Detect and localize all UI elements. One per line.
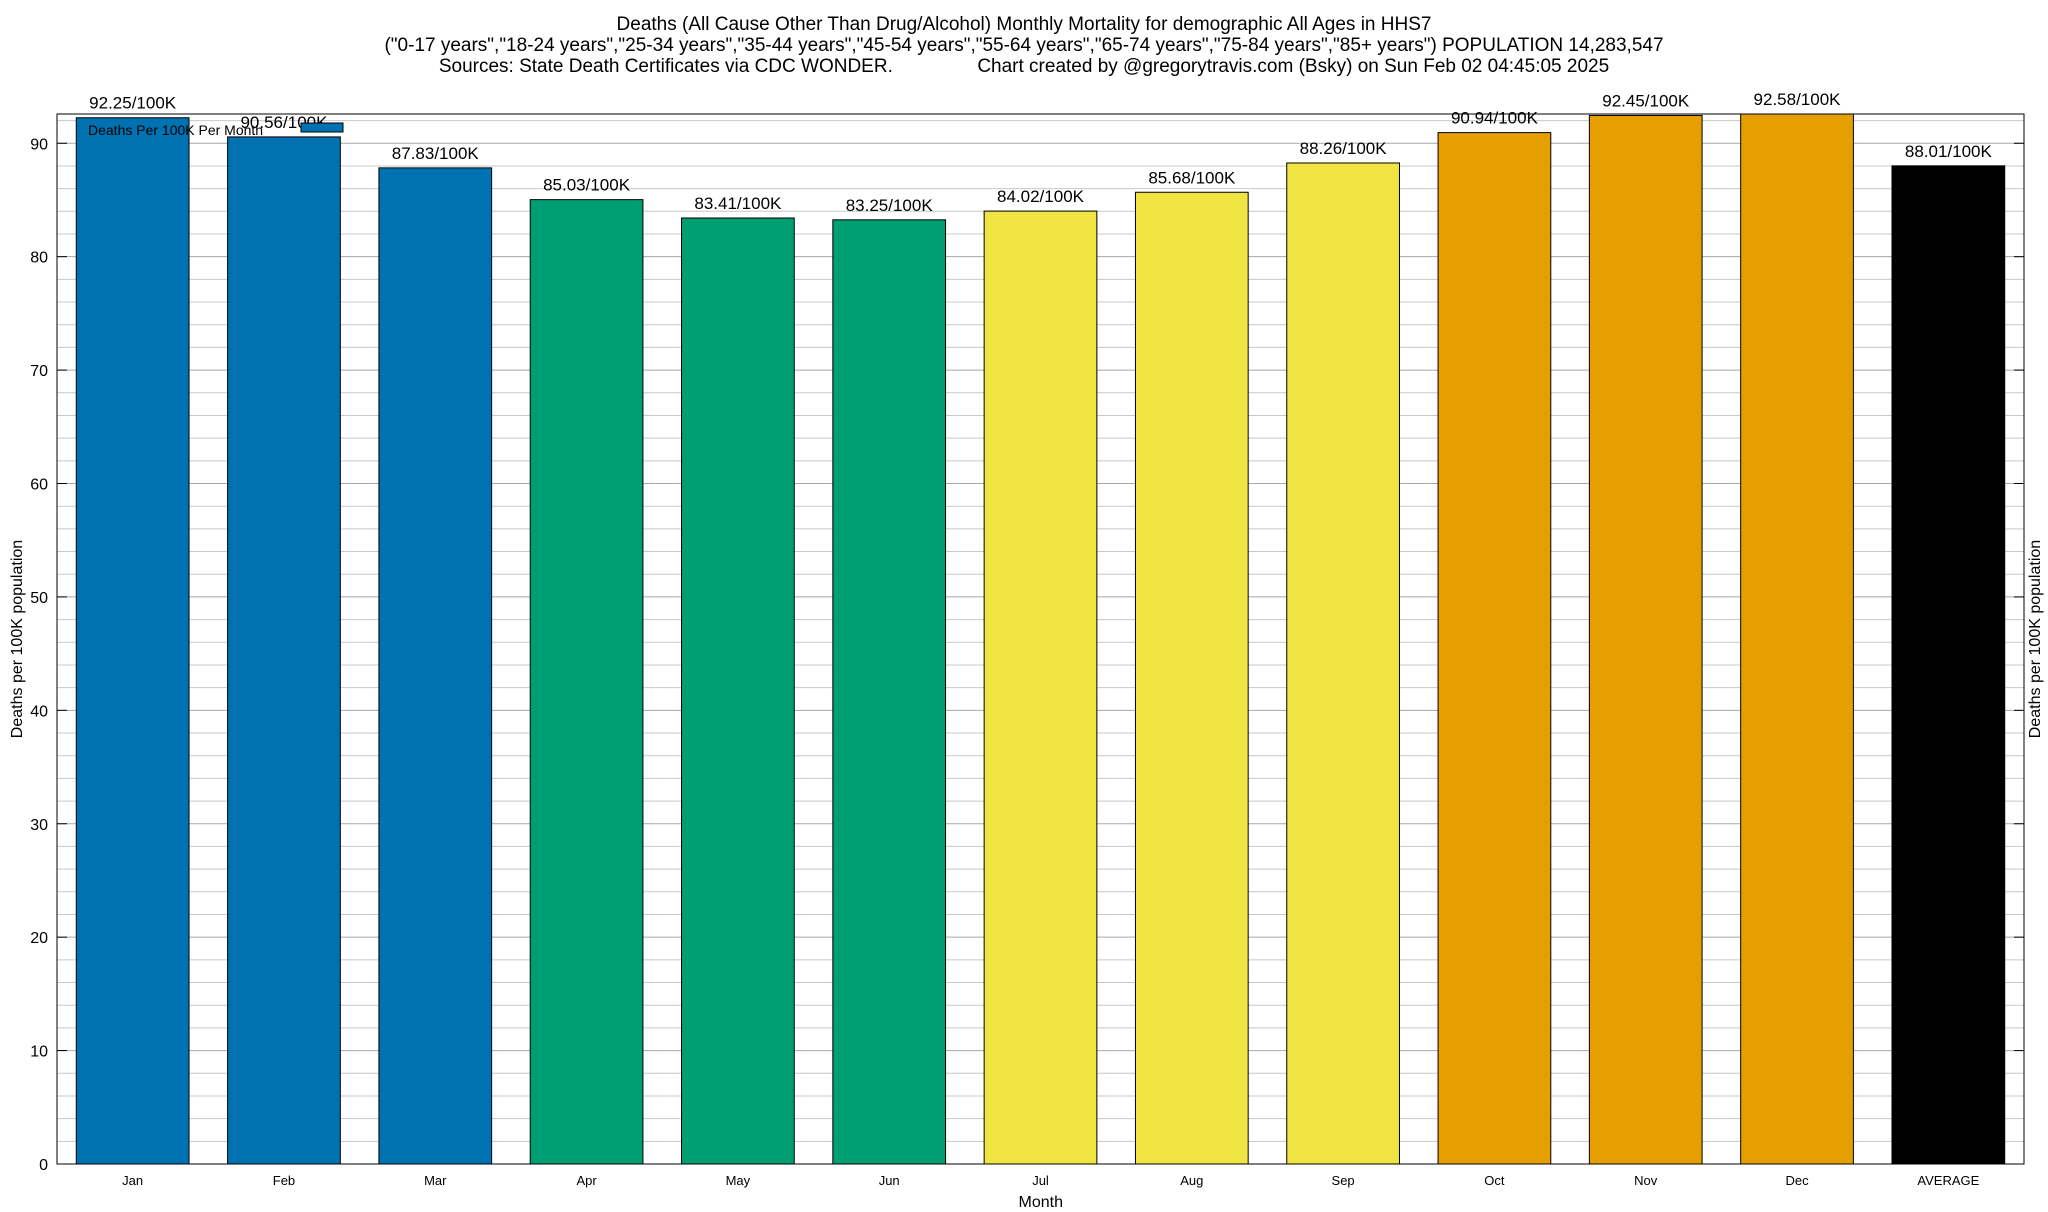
y-tick-label: 40	[30, 703, 48, 720]
bar-jan	[75, 117, 190, 1165]
y-tick-label: 80	[30, 250, 48, 267]
x-tick-label: May	[726, 1173, 751, 1188]
y-tick-label: 20	[30, 930, 48, 947]
data-label: 85.03/100K	[543, 176, 631, 195]
bar-apr	[529, 199, 644, 1165]
data-label: 83.41/100K	[694, 194, 782, 213]
bar-may	[681, 217, 795, 1165]
data-label: 85.68/100K	[1148, 168, 1236, 187]
y-tick-label: 90	[30, 136, 48, 153]
x-tick-label: Aug	[1180, 1173, 1203, 1188]
data-label: 84.02/100K	[997, 187, 1085, 206]
bar-average	[1891, 165, 2006, 1165]
bar-nov	[1588, 114, 1703, 1165]
chart-title: Deaths (All Cause Other Than Drug/Alcoho…	[0, 14, 2048, 77]
y-tick-label: 60	[30, 477, 48, 494]
bar-jul	[983, 210, 1098, 1165]
data-label: 88.01/100K	[1905, 142, 1993, 161]
x-tick-label: Oct	[1484, 1173, 1505, 1188]
bar-mar	[378, 167, 493, 1165]
bar-sep	[1286, 162, 1400, 1165]
legend: Deaths Per 100K Per Month	[88, 122, 344, 138]
plot-border	[56, 113, 2025, 1165]
bar-aug	[1134, 191, 1249, 1165]
x-tick-label: Jun	[879, 1173, 900, 1188]
bar-feb	[227, 136, 341, 1165]
y-tick-label: 70	[30, 363, 48, 380]
data-label: 92.58/100K	[1754, 90, 1842, 109]
data-label: 88.26/100K	[1300, 139, 1388, 158]
title-line-1: Deaths (All Cause Other Than Drug/Alcoho…	[616, 14, 1432, 35]
x-tick-label: Jul	[1032, 1173, 1049, 1188]
x-tick-label: AVERAGE	[1917, 1173, 1979, 1188]
bar-jun	[832, 219, 947, 1165]
data-label: 90.94/100K	[1451, 109, 1539, 128]
y-tick-label: 0	[39, 1157, 48, 1174]
y2-axis-label: Deaths per 100K population	[2027, 539, 2045, 739]
y-tick-label: 50	[30, 590, 48, 607]
data-label: 83.25/100K	[846, 196, 934, 215]
data-label: 87.83/100K	[392, 144, 480, 163]
data-label: 92.25/100K	[89, 94, 177, 113]
x-tick-label: Mar	[424, 1173, 447, 1188]
x-tick-label: Apr	[576, 1173, 597, 1188]
data-label: 92.45/100K	[1602, 91, 1690, 110]
x-tick-label: Dec	[1785, 1173, 1809, 1188]
x-tick-label: Jan	[122, 1173, 143, 1188]
title-line-2: ("0-17 years","18-24 years","25-34 years…	[384, 35, 1664, 56]
y-tick-label: 30	[30, 817, 48, 834]
y-axis-label: Deaths per 100K population	[9, 539, 27, 739]
x-axis-label: Month	[1018, 1194, 1063, 1211]
x-tick-label: Feb	[273, 1173, 295, 1188]
legend-swatch	[300, 122, 344, 133]
title-line-3: Sources: State Death Certificates via CD…	[438, 56, 1610, 77]
legend-label: Deaths Per 100K Per Month	[88, 122, 263, 138]
bar-oct	[1437, 132, 1552, 1165]
x-tick-label: Nov	[1634, 1173, 1658, 1188]
y-tick-label: 10	[30, 1044, 48, 1061]
bar-dec	[1740, 113, 1854, 1165]
x-tick-label: Sep	[1332, 1173, 1355, 1188]
